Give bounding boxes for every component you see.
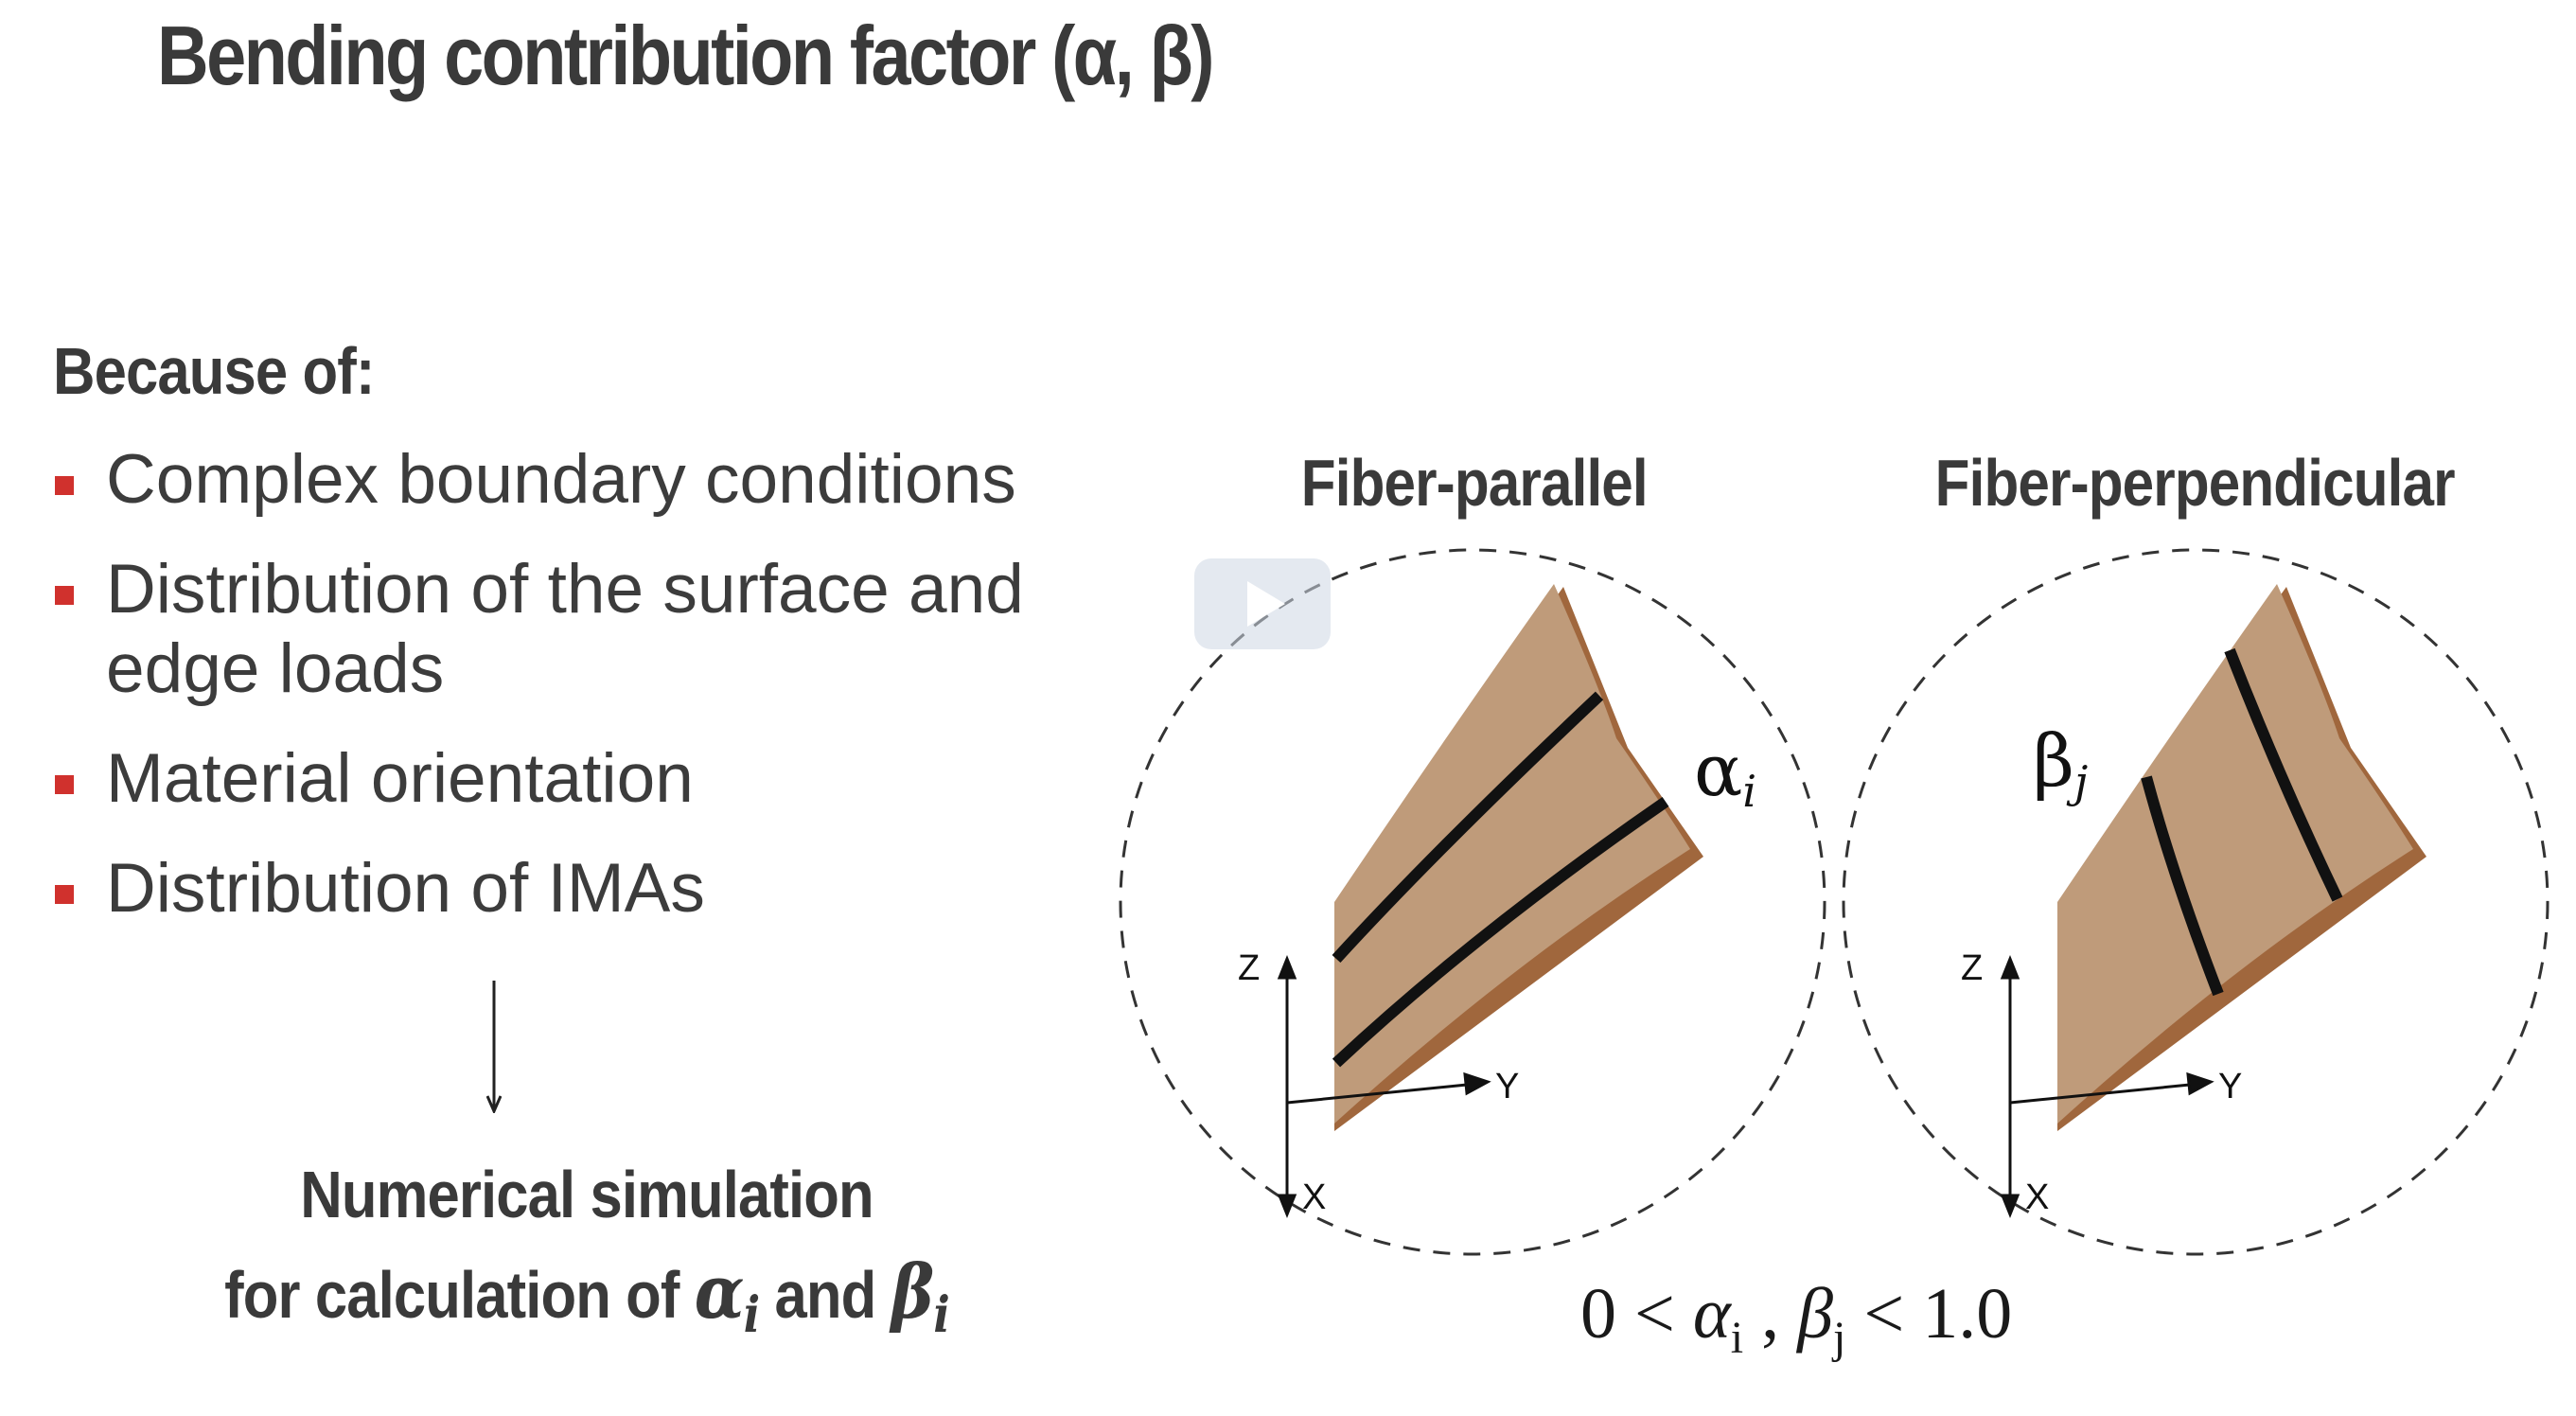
- left-plate: [1334, 584, 1690, 1124]
- fiber-line: [2141, 775, 2224, 997]
- fiber-parallel-diagram: Z Y X αi: [1119, 548, 1826, 1256]
- range-inequality: 0 < αi , βj < 1.0: [1580, 1274, 2013, 1364]
- right-dashed-circle: [1842, 548, 2550, 1256]
- list-item: Material orientation: [53, 739, 1122, 819]
- left-dashed-circle: [1119, 548, 1826, 1256]
- fiber-line: [2224, 647, 2343, 902]
- fiber-perpendicular-diagram: Z Y X βj: [1842, 548, 2550, 1256]
- axis-y-label: Y: [2218, 1067, 2242, 1106]
- axis-x-label: X: [2025, 1177, 2049, 1217]
- list-item: Distribution of the surface and edge loa…: [53, 550, 1122, 709]
- axis-z-label: Z: [1961, 948, 1983, 988]
- alpha-i-label: αi: [1694, 728, 1756, 817]
- num-sim-line1: Numerical simulation: [300, 1158, 873, 1231]
- bullet-square-icon: [55, 885, 74, 904]
- list-item: Complex boundary conditions: [53, 440, 1122, 520]
- axis-z-label: Z: [1238, 948, 1260, 988]
- axis-x-label: X: [1302, 1177, 1326, 1217]
- numerical-simulation-text: Numerical simulation for calculation of …: [161, 1145, 1013, 1365]
- right-plate: [2057, 584, 2413, 1124]
- slide-title: Bending contribution factor (α, β): [157, 9, 1214, 102]
- axis-y-label: Y: [1495, 1067, 1519, 1106]
- down-arrow-icon: [486, 981, 502, 1113]
- list-item: Distribution of IMAs: [53, 849, 1122, 929]
- reason-list: Complex boundary conditions Distribution…: [53, 440, 1122, 959]
- play-icon[interactable]: [1194, 558, 1331, 649]
- num-sim-line2: for calculation of αi and βi: [224, 1249, 950, 1344]
- fiber-diagram: Z Y X αi Z Y X βj: [1119, 548, 2550, 1256]
- beta-j-label: βj: [2033, 718, 2088, 807]
- panel-title-fiber-parallel: Fiber-parallel: [1300, 446, 1649, 520]
- right-axes: [2000, 954, 2214, 1219]
- left-axes: [1277, 954, 1491, 1219]
- panel-title-fiber-perpendicular: Fiber-perpendicular: [1934, 446, 2456, 520]
- bullet-square-icon: [55, 775, 74, 794]
- fiber-line: [1332, 797, 1669, 1068]
- fiber-line: [1332, 691, 1604, 964]
- bullet-square-icon: [55, 586, 74, 605]
- bullet-square-icon: [55, 476, 74, 495]
- because-label: Because of:: [53, 334, 375, 408]
- play-triangle-icon: [1247, 581, 1285, 627]
